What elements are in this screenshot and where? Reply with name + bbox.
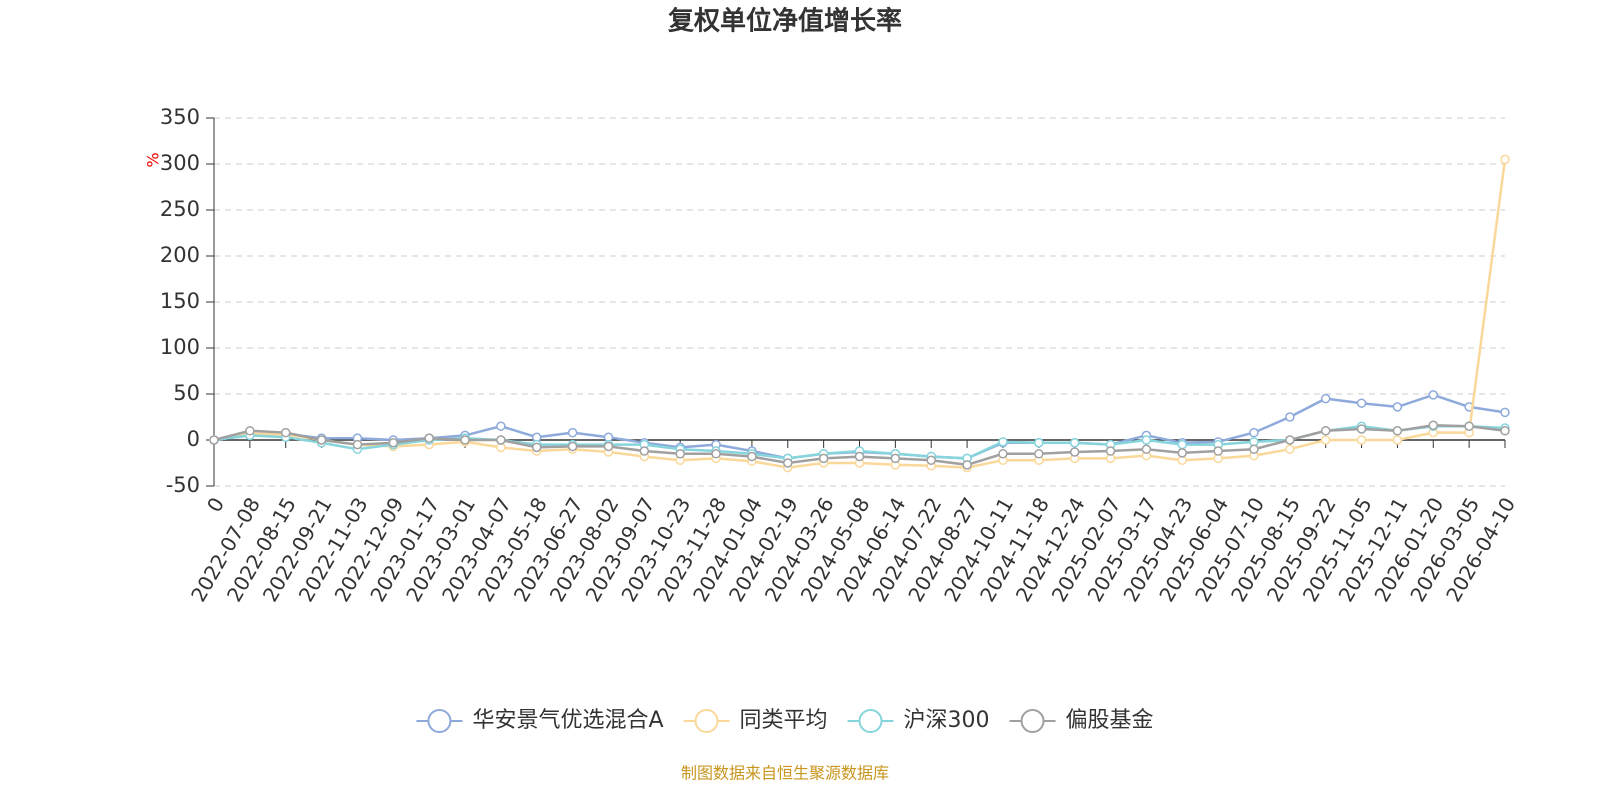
data-point: [890, 453, 901, 464]
data-point: [1320, 426, 1331, 436]
data-point: [424, 433, 434, 443]
data-point: [998, 449, 1008, 459]
data-point: [1285, 435, 1295, 445]
data-point: [209, 435, 219, 445]
data-point: [1034, 449, 1044, 459]
data-point: [711, 449, 721, 459]
data-point: [675, 449, 685, 459]
data-point: [639, 446, 650, 456]
data-point: [854, 451, 865, 462]
data-point: [1105, 446, 1116, 456]
data-point: [496, 435, 506, 445]
data-point: [567, 427, 578, 438]
data-point: [1320, 435, 1331, 445]
data-point: [962, 460, 972, 470]
y-tick-label: 150: [160, 289, 200, 313]
legend-label: 华安景气优选混合A: [472, 708, 663, 733]
data-point: [1177, 448, 1187, 458]
data-point: [818, 453, 829, 464]
data-point: [1500, 426, 1510, 436]
data-point: [1141, 444, 1152, 454]
data-point: [1285, 444, 1295, 454]
data-point: [1428, 420, 1439, 431]
data-point: [1177, 439, 1187, 450]
y-axis-label: %: [144, 152, 163, 167]
legend-label: 偏股基金: [1066, 708, 1154, 733]
data-point: [1213, 446, 1223, 456]
legend-marker: [427, 709, 452, 733]
data-point: [496, 421, 506, 431]
data-point: [1356, 435, 1367, 445]
data-point: [245, 426, 255, 436]
source-note: 制图数据来自恒生聚源数据库: [681, 764, 889, 783]
y-tick-label: 50: [173, 381, 200, 405]
data-point: [316, 435, 327, 445]
legend-label: 沪深300: [904, 708, 990, 733]
y-tick-label: 250: [160, 197, 200, 221]
data-point: [1464, 421, 1474, 431]
legend: 华安景气优选混合A 同类平均 沪深300 偏股基金: [416, 708, 1154, 733]
data-point: [1428, 390, 1439, 400]
data-point: [1500, 407, 1510, 418]
legend-label: 同类平均: [740, 708, 828, 733]
data-point: [998, 437, 1008, 447]
data-point: [388, 438, 399, 448]
data-point: [1356, 398, 1367, 408]
data-point: [1034, 438, 1044, 448]
chart-title: 复权单位净值增长率: [668, 6, 902, 37]
data-point: [460, 435, 470, 445]
data-point: [352, 439, 363, 450]
data-point: [1069, 438, 1080, 448]
y-tick-label: -50: [166, 473, 200, 497]
y-tick-label: 100: [160, 335, 200, 359]
legend-marker: [1020, 709, 1045, 733]
data-point: [1141, 435, 1152, 445]
data-point: [1392, 435, 1403, 445]
y-tick-label: 200: [160, 243, 200, 267]
data-point: [926, 455, 936, 465]
data-point: [603, 441, 614, 452]
legend-marker: [858, 709, 883, 733]
legend-marker: [694, 709, 719, 733]
data-point: [783, 458, 793, 468]
y-tick-label: 350: [160, 105, 200, 129]
data-point: [1320, 393, 1331, 404]
data-point: [1500, 154, 1510, 165]
data-point: [1356, 424, 1367, 434]
x-tick-label: 0: [202, 493, 229, 516]
data-point: [1285, 412, 1295, 422]
y-tick-label: 300: [160, 151, 200, 175]
data-point: [532, 442, 542, 453]
data-point: [1392, 402, 1403, 412]
data-point: [1392, 426, 1403, 436]
data-point: [747, 451, 757, 462]
data-point: [1069, 447, 1080, 457]
data-point: [280, 427, 291, 438]
series-line: [213, 159, 1507, 469]
data-point: [1249, 427, 1259, 438]
data-point: [567, 441, 578, 452]
y-tick-label: 0: [187, 427, 200, 451]
data-point: [1249, 444, 1259, 454]
